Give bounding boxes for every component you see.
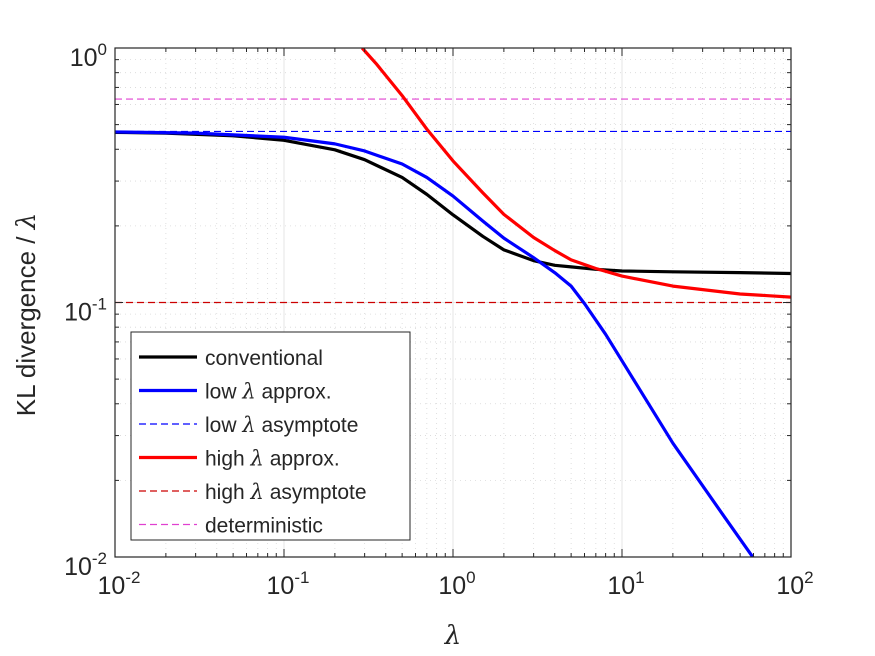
series-line-high-approx	[360, 48, 791, 299]
tick-base: 10	[438, 572, 466, 600]
legend-label-pre: conventional	[205, 347, 323, 370]
tick-exponent: -1	[92, 295, 107, 314]
x-tick-label: 10-1	[267, 568, 310, 600]
x-tick-label: 10-2	[98, 568, 141, 600]
legend-label-pre: high	[205, 481, 251, 504]
x-tick-label: 101	[607, 568, 644, 600]
tick-exponent: 0	[466, 568, 475, 587]
legend-entry-low-asymptote: low λ asymptote	[139, 413, 358, 437]
y-axis-label-text: KL divergence /	[11, 229, 41, 416]
x-axis-label: λ	[444, 621, 461, 651]
legend-label-post: approx.	[256, 381, 332, 404]
x-tick-labels: 10-2 10-1 100 101 102	[98, 568, 814, 600]
tick-base: 10	[70, 44, 98, 72]
tick-exponent: 0	[98, 40, 107, 59]
series-line-conventional	[115, 130, 791, 276]
legend-label-pre: deterministic	[205, 515, 323, 538]
legend-entry-high-asymptote: high λ asymptote	[139, 480, 367, 504]
tick-base: 10	[64, 299, 92, 327]
y-tick-label: 10-2	[64, 549, 107, 581]
legend-label: high λ asymptote	[205, 480, 367, 504]
legend-label-post: asymptote	[264, 481, 367, 504]
legend-label-pre: high	[205, 448, 251, 471]
x-tick-label: 100	[438, 568, 475, 600]
legend-label: low λ approx.	[205, 380, 332, 404]
y-tick-label: 100	[70, 40, 107, 72]
legend-entry-low-approx: low λ approx.	[139, 380, 332, 404]
tick-marks	[114, 47, 792, 558]
legend-box	[130, 331, 411, 541]
legend-label-post: asymptote	[256, 414, 359, 437]
y-tick-label: 10-1	[64, 295, 107, 327]
tick-exponent: -1	[294, 568, 309, 587]
legend-label: deterministic	[205, 515, 323, 538]
legend-label-lambda: λ	[241, 413, 255, 437]
legend-label: high λ approx.	[205, 447, 340, 471]
tick-exponent: 2	[804, 568, 813, 587]
legend-entry-high-approx: high λ approx.	[139, 447, 340, 471]
legend-label-lambda: λ	[241, 380, 255, 404]
tick-base: 10	[607, 572, 635, 600]
tick-base: 10	[64, 553, 92, 581]
legend-label: conventional	[205, 347, 323, 370]
legend-label-pre: low	[205, 381, 242, 404]
tick-exponent: -2	[92, 549, 107, 568]
series-layer	[115, 48, 791, 557]
legend-entry-deterministic: deterministic	[139, 515, 323, 538]
legend-entry-conventional: conventional	[139, 347, 323, 370]
legend-label: low λ asymptote	[205, 413, 358, 437]
tick-base: 10	[98, 572, 126, 600]
legend-label-lambda: λ	[250, 447, 264, 471]
tick-base: 10	[776, 572, 804, 600]
tick-exponent: -2	[125, 568, 140, 587]
legend-label-post: approx.	[264, 448, 340, 471]
tick-exponent: 1	[635, 568, 644, 587]
legend-label-lambda: λ	[250, 480, 264, 504]
series-line-low-approx	[115, 130, 755, 557]
tick-base: 10	[267, 572, 295, 600]
y-axis-label-lambda: λ	[12, 213, 42, 230]
y-axis-label: KL divergence / λ	[11, 213, 42, 416]
x-tick-label: 102	[776, 568, 813, 600]
legend-label-pre: low	[205, 414, 242, 437]
